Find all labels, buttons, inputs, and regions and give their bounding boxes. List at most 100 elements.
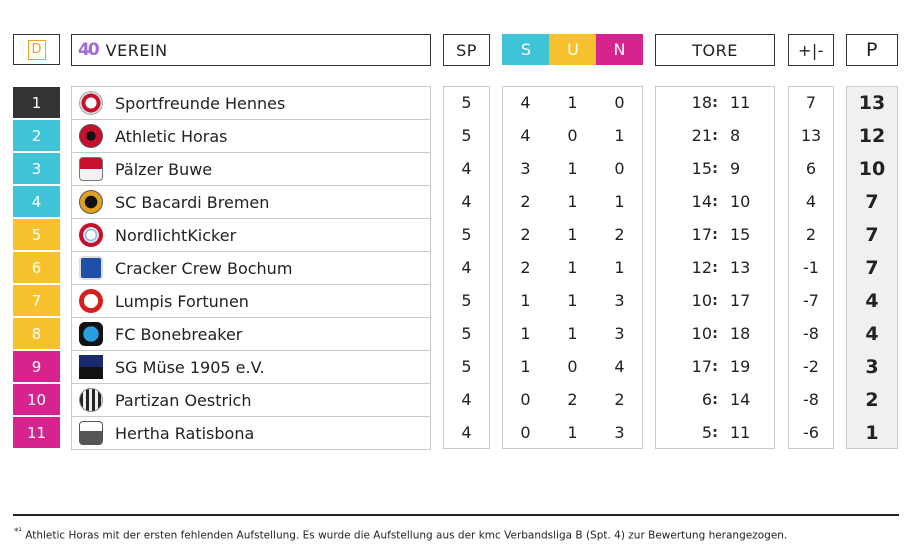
team-name: NordlichtKicker bbox=[115, 225, 237, 245]
team-name: Athletic Horas bbox=[115, 126, 228, 146]
sp-cell: 4 bbox=[461, 258, 472, 277]
team-row[interactable]: Cracker Crew Bochum bbox=[71, 252, 431, 285]
sp-cell: 5 bbox=[461, 93, 472, 112]
points-header: P bbox=[846, 34, 898, 66]
goals-against-cell: 8 bbox=[730, 126, 741, 145]
diff-cell: -8 bbox=[803, 324, 819, 343]
team-row[interactable]: Pälzer Buwe bbox=[71, 153, 431, 186]
team-name: SC Bacardi Bremen bbox=[115, 192, 270, 212]
goals-against-cell: 9 bbox=[730, 159, 741, 178]
tore-separator: : bbox=[712, 259, 718, 276]
diff-cell: 7 bbox=[805, 93, 817, 112]
n-cell: 0 bbox=[614, 93, 625, 112]
tore-separator: : bbox=[712, 325, 718, 342]
u-cell: 1 bbox=[567, 225, 578, 244]
sp-cell: 5 bbox=[461, 225, 472, 244]
bonebreaker-crest-icon bbox=[79, 322, 103, 346]
rank-cell: 6 bbox=[13, 252, 60, 283]
goals-for-cell: 14 bbox=[691, 192, 712, 211]
goals-for-cell: 5 bbox=[701, 423, 712, 442]
tore-separator: : bbox=[712, 193, 718, 210]
u-cell: 0 bbox=[567, 357, 578, 376]
n-cell: 4 bbox=[614, 357, 625, 376]
diff-cell: -8 bbox=[803, 390, 819, 409]
goals-for-cell: 21 bbox=[691, 126, 712, 145]
diff-cell: -6 bbox=[803, 423, 819, 442]
points-cell: 12 bbox=[858, 124, 886, 147]
horas-crest-icon bbox=[79, 124, 103, 148]
d-badge-label: D bbox=[27, 39, 46, 60]
verein-header-label: VEREIN bbox=[105, 40, 168, 60]
n-cell: 1 bbox=[614, 126, 625, 145]
tore-separator: : bbox=[712, 127, 718, 144]
team-row[interactable]: NordlichtKicker bbox=[71, 219, 431, 252]
u-cell: 2 bbox=[567, 390, 578, 409]
team-row[interactable]: SC Bacardi Bremen bbox=[71, 186, 431, 219]
goals-for-cell: 10 bbox=[691, 291, 712, 310]
goals-against-cell: 14 bbox=[730, 390, 751, 409]
s-cell: 1 bbox=[520, 357, 531, 376]
d-badge: D bbox=[13, 34, 60, 65]
ball-crest-icon bbox=[79, 91, 103, 115]
sun-column bbox=[502, 86, 643, 449]
team-name: FC Bonebreaker bbox=[115, 324, 243, 344]
team-name: Cracker Crew Bochum bbox=[115, 258, 293, 278]
footnote-text: Athletic Horas mit der ersten fehlenden … bbox=[25, 529, 788, 542]
team-row[interactable]: SG Müse 1905 e.V. bbox=[71, 351, 431, 384]
goals-against-cell: 13 bbox=[730, 258, 751, 277]
sp-cell: 4 bbox=[461, 159, 472, 178]
team-name: Lumpis Fortunen bbox=[115, 291, 249, 311]
partizan-crest-icon bbox=[79, 388, 103, 412]
sp-cell: 4 bbox=[461, 390, 472, 409]
rank-cell: 7 bbox=[13, 285, 60, 316]
u-cell: 1 bbox=[567, 423, 578, 442]
sp-cell: 5 bbox=[461, 291, 472, 310]
goals-for-cell: 12 bbox=[691, 258, 712, 277]
sp-cell: 4 bbox=[461, 423, 472, 442]
u-cell: 1 bbox=[567, 258, 578, 277]
n-cell: 3 bbox=[614, 324, 625, 343]
diff-column bbox=[788, 86, 834, 449]
goals-for-cell: 17 bbox=[691, 357, 712, 376]
verein-header: 40 VEREIN bbox=[71, 34, 431, 66]
n-cell: 1 bbox=[614, 192, 625, 211]
team-row[interactable]: Lumpis Fortunen bbox=[71, 285, 431, 318]
team-row[interactable]: Partizan Oestrich bbox=[71, 384, 431, 417]
tore-separator: : bbox=[712, 391, 718, 408]
goals-against-cell: 11 bbox=[730, 423, 751, 442]
goals-for-cell: 17 bbox=[691, 225, 712, 244]
tore-separator: : bbox=[712, 160, 718, 177]
pfalz-crest-icon bbox=[79, 157, 103, 181]
u-cell: 1 bbox=[567, 324, 578, 343]
team-row[interactable]: Athletic Horas bbox=[71, 120, 431, 153]
n-cell: 2 bbox=[614, 225, 625, 244]
goals-against-cell: 19 bbox=[730, 357, 751, 376]
n-cell: 3 bbox=[614, 291, 625, 310]
diff-cell: -7 bbox=[803, 291, 819, 310]
rank-cell: 2 bbox=[13, 120, 60, 151]
diff-cell: 4 bbox=[805, 192, 817, 211]
bochum-crest-icon bbox=[79, 256, 103, 280]
n-header: N bbox=[596, 34, 643, 65]
diff-cell: 13 bbox=[800, 126, 822, 145]
points-cell: 3 bbox=[865, 355, 879, 378]
n-cell: 1 bbox=[614, 258, 625, 277]
s-header: S bbox=[502, 34, 550, 65]
u-cell: 1 bbox=[567, 291, 578, 310]
n-cell: 3 bbox=[614, 423, 625, 442]
points-cell: 13 bbox=[858, 91, 886, 114]
points-cell: 2 bbox=[865, 388, 879, 411]
team-name: Partizan Oestrich bbox=[115, 390, 252, 410]
diff-cell: 6 bbox=[805, 159, 817, 178]
bat-crest-icon bbox=[79, 190, 103, 214]
team-row[interactable]: Hertha Ratisbona bbox=[71, 417, 431, 450]
s-cell: 2 bbox=[520, 225, 531, 244]
team-row[interactable]: Sportfreunde Hennes bbox=[71, 86, 431, 120]
tore-column bbox=[655, 86, 775, 449]
team-name: SG Müse 1905 e.V. bbox=[115, 357, 265, 377]
goals-against-cell: 17 bbox=[730, 291, 751, 310]
muese-crest-icon bbox=[79, 355, 103, 379]
rank-cell: 1 bbox=[13, 87, 60, 118]
team-row[interactable]: FC Bonebreaker bbox=[71, 318, 431, 351]
s-cell: 4 bbox=[520, 93, 531, 112]
